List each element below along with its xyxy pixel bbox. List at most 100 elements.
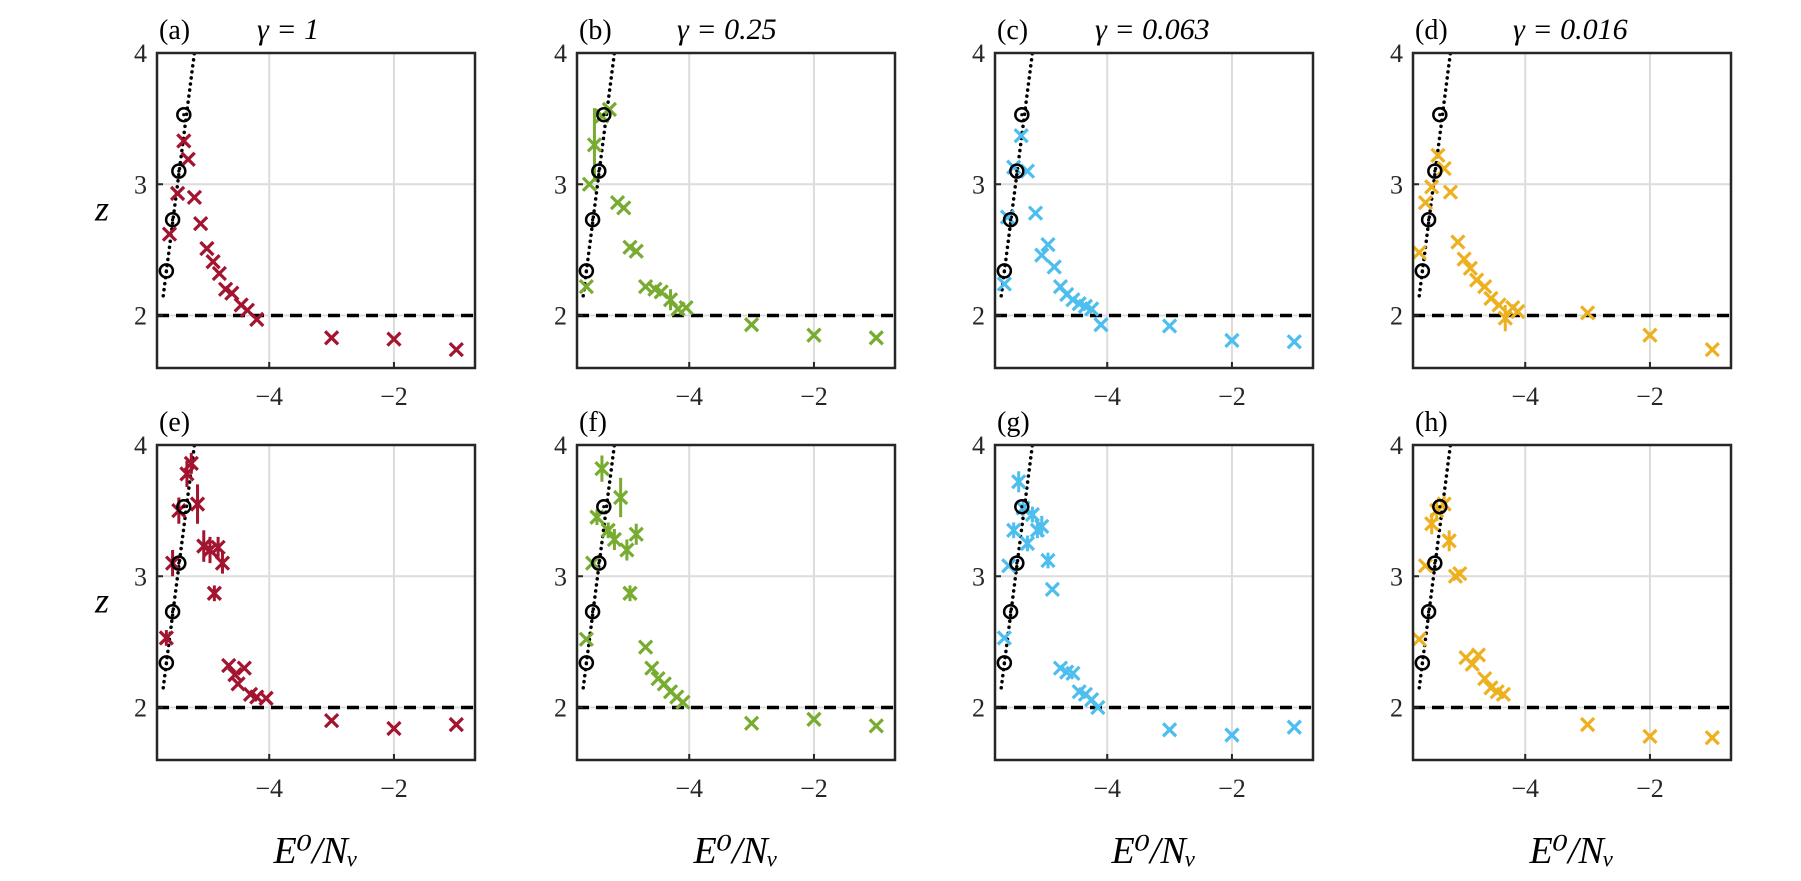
reference-circle bbox=[596, 106, 612, 123]
data-point-cross bbox=[386, 331, 402, 347]
data-point-cross bbox=[230, 676, 246, 692]
data-point-cross bbox=[644, 660, 660, 676]
reference-circle bbox=[164, 603, 181, 620]
reference-circle bbox=[591, 555, 607, 571]
data-point-cross bbox=[1579, 305, 1596, 321]
reference-circle-center bbox=[1002, 661, 1006, 665]
data-point-cross bbox=[1704, 341, 1720, 358]
data-point-cross bbox=[1013, 128, 1029, 144]
reference-circle-center bbox=[584, 661, 588, 665]
reference-circle bbox=[1009, 163, 1025, 179]
reference-circle-center bbox=[602, 113, 606, 117]
dotted-fit-curve bbox=[1417, 445, 1453, 690]
y-tick-label: 2 bbox=[972, 302, 985, 331]
data-point-cross bbox=[996, 630, 1012, 646]
reference-circle bbox=[1009, 555, 1025, 571]
axes-box bbox=[1411, 443, 1733, 762]
data-point-cross bbox=[236, 660, 252, 676]
y-tick-label: 4 bbox=[554, 39, 567, 68]
reference-circle bbox=[158, 263, 175, 279]
data-point-cross bbox=[1040, 552, 1056, 569]
data-point-cross bbox=[806, 327, 822, 343]
data-point-cross bbox=[578, 631, 594, 647]
y-tick-label: 3 bbox=[134, 562, 147, 591]
series-crosses bbox=[996, 471, 1302, 743]
reference-circle-center bbox=[590, 218, 595, 222]
dotted-fit-curve bbox=[1417, 53, 1453, 298]
axes-box bbox=[155, 443, 477, 762]
data-point-cross bbox=[1413, 244, 1427, 261]
y-tick-label: 4 bbox=[1390, 431, 1403, 460]
x-tick-label: −2 bbox=[380, 774, 408, 803]
reference-circle-center bbox=[1420, 661, 1424, 665]
data-point-cross bbox=[1510, 303, 1526, 320]
data-point-cross bbox=[578, 278, 594, 295]
reference-circle-center bbox=[170, 218, 175, 222]
data-point-cross bbox=[1642, 327, 1658, 343]
reference-circle-center bbox=[1002, 269, 1006, 273]
data-point-cross bbox=[606, 531, 623, 548]
y-tick-label: 2 bbox=[972, 694, 985, 723]
reference-circle-center bbox=[1438, 113, 1442, 117]
data-point-cross bbox=[619, 542, 635, 558]
data-point-cross bbox=[249, 311, 265, 328]
panel-h: −4 −2 2 3 4 (h) E⁰/Nᵥ bbox=[1390, 407, 1733, 872]
reference-circle bbox=[1414, 655, 1431, 671]
dotted-fit-curve bbox=[581, 445, 617, 690]
reference-circle bbox=[1014, 106, 1030, 123]
panel-title: γ = 0.25 bbox=[677, 13, 777, 46]
data-point-cross bbox=[1456, 251, 1472, 267]
reference-circle bbox=[996, 655, 1013, 671]
reference-circle-center bbox=[1015, 561, 1019, 565]
data-point-cross bbox=[1579, 716, 1596, 733]
reference-circle bbox=[591, 163, 607, 179]
data-point-cross bbox=[206, 585, 222, 601]
data-point-cross bbox=[675, 694, 691, 710]
reference-circle-center bbox=[584, 269, 588, 273]
reference-circle bbox=[1414, 263, 1431, 279]
data-point-cross bbox=[1224, 727, 1240, 743]
data-point-cross bbox=[448, 716, 464, 733]
data-point-cross bbox=[323, 712, 340, 729]
y-tick-label: 3 bbox=[554, 170, 567, 199]
panel-title: γ = 0.063 bbox=[1095, 13, 1210, 46]
data-point-cross bbox=[1019, 535, 1036, 552]
y-axis-label: z bbox=[94, 189, 109, 229]
data-point-cross bbox=[193, 215, 209, 232]
reference-circle-center bbox=[182, 505, 186, 509]
dotted-fit-curve bbox=[581, 53, 617, 298]
y-axis-label: z bbox=[94, 581, 109, 621]
reference-circle bbox=[171, 163, 187, 179]
x-tick-label: −4 bbox=[1511, 382, 1539, 411]
axes-box bbox=[155, 51, 477, 370]
data-point-cross bbox=[1442, 184, 1459, 200]
reference-circle bbox=[176, 498, 192, 515]
data-point-cross bbox=[199, 240, 215, 257]
data-point-cross bbox=[1001, 558, 1017, 574]
reference-circle bbox=[1002, 603, 1019, 620]
data-point-cross bbox=[1084, 301, 1100, 317]
x-tick-label: −2 bbox=[1218, 774, 1246, 803]
y-tick-label: 4 bbox=[554, 431, 567, 460]
data-point-cross bbox=[1642, 728, 1658, 745]
dotted-fit-curve bbox=[999, 445, 1035, 690]
data-point-cross bbox=[205, 254, 221, 270]
data-point-cross bbox=[628, 243, 644, 259]
panel-a: −4 −2 2 3 4 (a) γ = 1 z bbox=[94, 13, 477, 411]
dotted-fit-curve bbox=[999, 53, 1035, 298]
x-axis-label: E⁰/Nᵥ bbox=[1111, 830, 1197, 872]
panel-c: −4 −2 2 3 4 (c) γ = 0.063 bbox=[972, 13, 1315, 411]
reference-circle-center bbox=[597, 561, 601, 565]
reference-circle-center bbox=[1008, 218, 1013, 222]
data-point-cross bbox=[180, 151, 196, 167]
data-point-cross bbox=[1065, 665, 1081, 682]
panel-label: (g) bbox=[997, 407, 1030, 438]
dotted-fit-curve bbox=[161, 445, 197, 690]
data-point-cross bbox=[176, 133, 192, 149]
reference-circle bbox=[158, 655, 175, 671]
y-tick-label: 3 bbox=[134, 170, 147, 199]
x-tick-label: −2 bbox=[800, 382, 828, 411]
data-point-cross bbox=[183, 455, 199, 472]
data-point-cross bbox=[258, 690, 274, 706]
